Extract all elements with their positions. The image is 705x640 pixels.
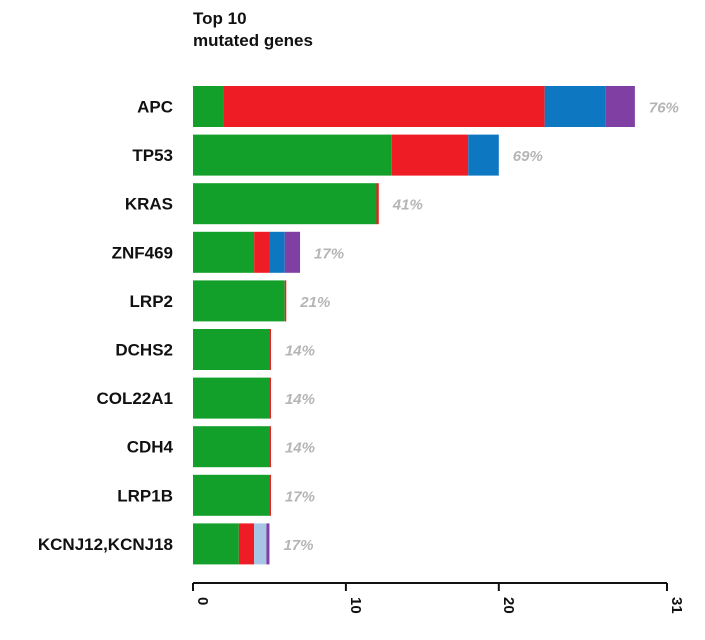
bar-apc-segment-4 xyxy=(605,86,635,127)
chart-title-line-1: Top 10 xyxy=(193,9,247,28)
gene-label-apc: APC xyxy=(137,98,173,117)
bar-apc-segment-0 xyxy=(193,86,224,127)
bar-lrp1b-segment-0 xyxy=(193,474,270,516)
gene-label-lrp2: LRP2 xyxy=(130,292,173,311)
x-tick-label-0: 0 xyxy=(194,597,211,605)
bar-tp53-segment-2 xyxy=(468,134,499,176)
bar-cdh4-segment-0 xyxy=(193,426,270,468)
gene-label-col22a1: COL22A1 xyxy=(96,389,173,408)
percent-label-dchs2: 14% xyxy=(285,343,315,360)
percent-label-znf469: 17% xyxy=(314,245,344,262)
percent-label-lrp1b: 17% xyxy=(285,488,315,505)
bar-col22a1-segment-1 xyxy=(269,377,271,419)
bar-dchs2-segment-1 xyxy=(269,329,271,370)
bar-kcnj12-kcnj18-segment-0 xyxy=(193,523,239,565)
percent-label-kcnj12-kcnj18: 17% xyxy=(283,537,313,554)
labels-group: APC 76% TP53 69% KRAS 41% ZNF469 17% LRP2 21% DCHS… xyxy=(38,98,679,554)
bar-znf469-segment-4 xyxy=(284,231,301,273)
bar-lrp2-segment-1 xyxy=(284,280,287,322)
gene-label-dchs2: DCHS2 xyxy=(115,341,173,360)
bar-lrp2-segment-0 xyxy=(193,280,285,322)
gene-label-kras: KRAS xyxy=(125,195,173,214)
gene-label-lrp1b: LRP1B xyxy=(117,486,173,505)
percent-label-lrp2: 21% xyxy=(299,294,330,311)
bar-cdh4-segment-1 xyxy=(269,426,271,468)
x-tick-label-10: 10 xyxy=(347,597,364,614)
bar-kcnj12-kcnj18-segment-4 xyxy=(266,523,270,565)
gene-label-cdh4: CDH4 xyxy=(127,438,174,457)
bar-col22a1-segment-0 xyxy=(193,377,270,419)
x-axis: 0 10 20 31 xyxy=(192,582,685,614)
x-tick-label-31: 31 xyxy=(668,597,685,614)
gene-label-tp53: TP53 xyxy=(132,146,173,165)
bar-apc-segment-1 xyxy=(223,86,545,127)
percent-label-tp53: 69% xyxy=(513,148,543,165)
bar-dchs2-segment-0 xyxy=(193,329,270,370)
gene-label-znf469: ZNF469 xyxy=(112,243,173,262)
bar-lrp1b-segment-1 xyxy=(269,474,271,516)
bar-znf469-segment-1 xyxy=(254,231,270,273)
bar-apc-segment-2 xyxy=(544,86,606,127)
bars-group xyxy=(193,86,635,565)
gene-label-kcnj12-kcnj18: KCNJ12,KCNJ18 xyxy=(38,535,173,554)
percent-label-kras: 41% xyxy=(392,197,423,214)
bar-znf469-segment-0 xyxy=(193,231,255,273)
x-tick-label-20: 20 xyxy=(500,597,517,614)
bar-kcnj12-kcnj18-segment-1 xyxy=(238,523,255,565)
bar-kras-segment-1 xyxy=(376,183,379,225)
percent-label-apc: 76% xyxy=(649,100,679,117)
chart-title-line-2: mutated genes xyxy=(193,31,313,50)
chart-title: Top 10 mutated genes xyxy=(193,8,313,52)
bar-kras-segment-0 xyxy=(193,183,377,225)
percent-label-col22a1: 14% xyxy=(285,391,315,408)
bar-tp53-segment-1 xyxy=(391,134,469,176)
bar-kcnj12-kcnj18-segment-3 xyxy=(254,523,267,565)
bar-tp53-segment-0 xyxy=(193,134,392,176)
percent-label-cdh4: 14% xyxy=(285,440,315,457)
bar-znf469-segment-2 xyxy=(269,231,285,273)
